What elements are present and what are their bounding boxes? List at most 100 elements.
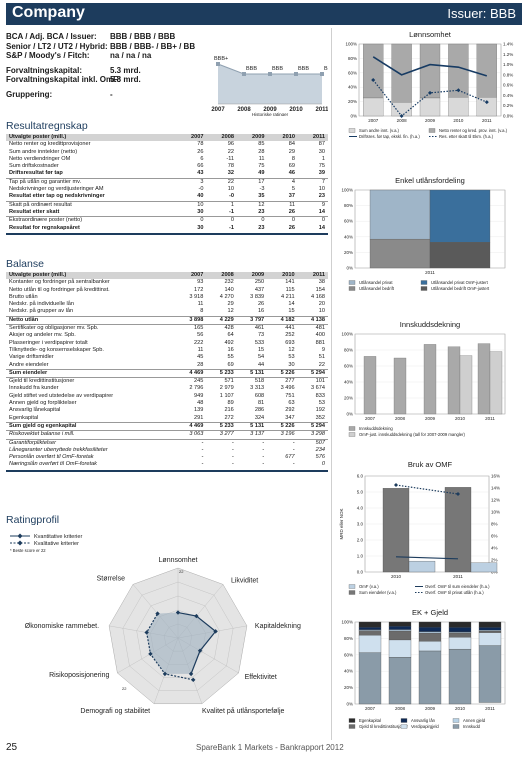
cell-value: 949 (194, 392, 204, 399)
cell-value: 0 (298, 216, 328, 225)
marker-resultat (428, 90, 432, 95)
bar-innskuddsdekning (447, 346, 461, 415)
rating-value: 5.8 mrd. (110, 75, 141, 84)
cell-value: 16 (227, 346, 234, 353)
table-row: Annen gjeld og forpliktelser 48 89 81 63 53 (6, 400, 328, 407)
footer-text: SpareBank 1 Markets - Bankrapport 2012 (196, 743, 344, 752)
kvalitative-series-marker (155, 611, 160, 616)
legend-label: Egenkapital (359, 718, 381, 723)
y-tick-label: 40% (348, 85, 357, 90)
rating-label: BBB (246, 66, 257, 72)
legend-kval-label: Kvalitative kriterier (34, 541, 79, 547)
legend-label: Driftsres. før tap, ekskl. fin. (h.a.) (359, 134, 420, 139)
x-tick-label: 2010 (453, 118, 464, 123)
cell-value: 55 (227, 354, 234, 361)
lonnsomhet-chart: 100% 80% 60% 40% 20% 0% 1.4% 1.2% 1.0% 0.8% 0.6% 0.… (345, 42, 513, 140)
y2-tick-label: 10% (491, 510, 500, 515)
cell-value: 8 (200, 308, 204, 315)
bar-segment (448, 637, 472, 650)
legend-label: Innskudd (463, 724, 481, 729)
cell-value: 3 918 (189, 293, 204, 300)
cell-value: -1 (229, 224, 234, 231)
cell-value: 53 (318, 400, 325, 407)
column-header: 2009 (237, 134, 268, 142)
cell-value: 11 (258, 155, 265, 162)
cell-value: 64 (227, 332, 234, 339)
legend-swatch (348, 286, 356, 291)
row-label: Sertifikater og obligasjoner mv. Spb. (6, 324, 176, 333)
cell-value: 10 (176, 200, 207, 209)
cell-value: 3 839 (250, 293, 265, 300)
company-header-bar: Company Issuer: BBB (6, 3, 522, 25)
x-tick-label: 2010 (391, 574, 402, 579)
row-label: Personlån overført til OmF-foretak (9, 454, 94, 461)
radar-axis-label: Lønnsomhet (159, 557, 198, 564)
radar-axis-label: Likviditet (231, 577, 258, 584)
radar-scale-label: 22 (179, 569, 184, 574)
row-label: Nedskrivninger og verdijusteringer AM (9, 186, 104, 193)
column-header: 2011 (298, 134, 328, 142)
legend-label: Netto renter og kred. prov. innt. (v.a.) (439, 128, 508, 133)
legend-label: Utlånsandel bedrift (359, 286, 395, 291)
y-tick-label: 0% (346, 266, 353, 271)
y-tick-label: 100% (345, 42, 357, 47)
x-tick-label: 2008 (395, 706, 406, 711)
bar-segment (358, 621, 382, 628)
cell-value: 75 (258, 163, 265, 170)
row-label: Driftsresultat før tap (9, 170, 63, 177)
cell-value: 0 (176, 216, 207, 225)
rating-value: - (110, 89, 113, 99)
row-label: Sum eiendeler (6, 368, 176, 378)
row-label: Resultat etter skatt (9, 208, 60, 215)
rating-value: na / na / na (110, 51, 152, 60)
bar-netto-renter (363, 43, 384, 99)
cell-value: 26 (288, 224, 295, 231)
cell-value: - (292, 461, 295, 468)
cell-value: 11 (197, 346, 204, 353)
y2-tick-label: 0.6% (503, 83, 513, 88)
cell-value: 43 (197, 170, 204, 177)
table-row: Sum eiendeler 4 469 5 233 5 131 5 226 5 294 (6, 368, 328, 378)
cell-value: 26 (257, 301, 265, 308)
legend-swatch (348, 584, 356, 589)
legend-swatch (452, 724, 460, 729)
legend-kval-marker (17, 540, 23, 546)
y-tick-label: 60% (344, 364, 353, 369)
rating-value: BBB / BBB- / BB+ / BB (110, 41, 196, 51)
rating-label: BBB+ (214, 56, 228, 62)
cell-value: - (236, 438, 268, 447)
cell-value: - (231, 461, 234, 468)
cell-value: 3 277 (206, 430, 237, 440)
cell-value: 46 (288, 170, 295, 177)
cell-value: 3 298 (297, 430, 328, 440)
cell-value: 292 (285, 407, 295, 414)
bar-innskuddsdekning (393, 357, 407, 415)
column-header: 2007 (176, 272, 207, 280)
line-driftsresultat (372, 56, 488, 77)
bar-privat (369, 189, 431, 240)
column-divider (331, 28, 332, 740)
bar-segment (418, 632, 442, 642)
bar-segment (478, 621, 502, 628)
x-tick-label: 2011 (425, 270, 435, 275)
cell-value: 5 233 (206, 421, 237, 431)
row-label: Skatt på ordinært resultat (6, 200, 176, 209)
cell-value: 5 226 (267, 368, 298, 378)
legend-kvant-label: Kvantitative kriterier (34, 534, 82, 540)
cell-value: 1 107 (219, 392, 234, 399)
cell-value: 8 (291, 155, 295, 162)
cell-value: 324 (254, 414, 265, 421)
rating-marker (320, 72, 324, 76)
cell-value: 26 (197, 148, 204, 155)
legend-label: Innskuddsdekning (359, 426, 393, 431)
y-tick-label: 6.0 (357, 474, 364, 479)
page-number: 25 (6, 742, 18, 753)
rating-label: BBB (298, 66, 309, 72)
cell-value: 3 137 (236, 430, 268, 440)
table-row: Gjeld stiftet ved utstedelse av verdipap… (6, 393, 328, 400)
cell-value: 63 (288, 400, 295, 407)
cell-value: 10 (318, 186, 325, 193)
cell-value: 16 (257, 308, 265, 315)
legend-label: Gjeld til kredittinstitusjoner (359, 724, 408, 729)
table-row: Netto utlån 3 898 4 229 3 797 4 182 4 138 (6, 315, 328, 325)
